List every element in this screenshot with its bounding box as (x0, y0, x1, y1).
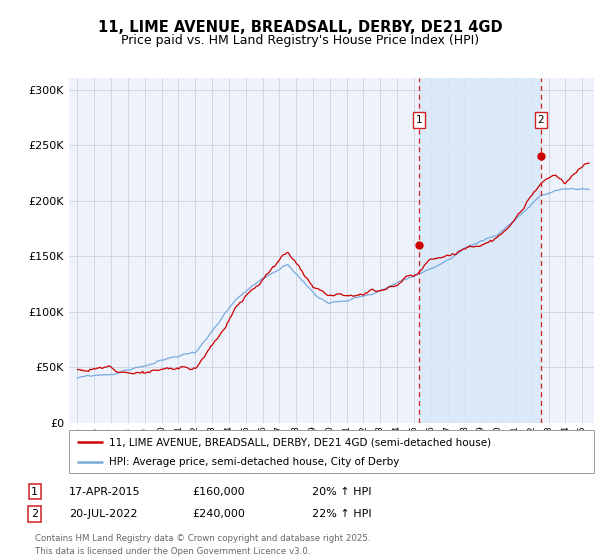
Text: 17-APR-2015: 17-APR-2015 (69, 487, 140, 497)
Text: 20% ↑ HPI: 20% ↑ HPI (312, 487, 371, 497)
Text: 11, LIME AVENUE, BREADSALL, DERBY, DE21 4GD (semi-detached house): 11, LIME AVENUE, BREADSALL, DERBY, DE21 … (109, 437, 491, 447)
Text: 1: 1 (416, 115, 422, 125)
Text: 22% ↑ HPI: 22% ↑ HPI (312, 509, 371, 519)
Text: 20-JUL-2022: 20-JUL-2022 (69, 509, 137, 519)
Text: 2: 2 (31, 509, 38, 519)
Text: Price paid vs. HM Land Registry's House Price Index (HPI): Price paid vs. HM Land Registry's House … (121, 34, 479, 46)
Text: 2: 2 (538, 115, 544, 125)
Text: £240,000: £240,000 (192, 509, 245, 519)
Text: £160,000: £160,000 (192, 487, 245, 497)
Bar (419, 78, 541, 423)
Text: Contains HM Land Registry data © Crown copyright and database right 2025.
This d: Contains HM Land Registry data © Crown c… (35, 534, 370, 556)
Text: HPI: Average price, semi-detached house, City of Derby: HPI: Average price, semi-detached house,… (109, 458, 400, 468)
Text: 1: 1 (31, 487, 38, 497)
Text: 11, LIME AVENUE, BREADSALL, DERBY, DE21 4GD: 11, LIME AVENUE, BREADSALL, DERBY, DE21 … (98, 20, 502, 35)
